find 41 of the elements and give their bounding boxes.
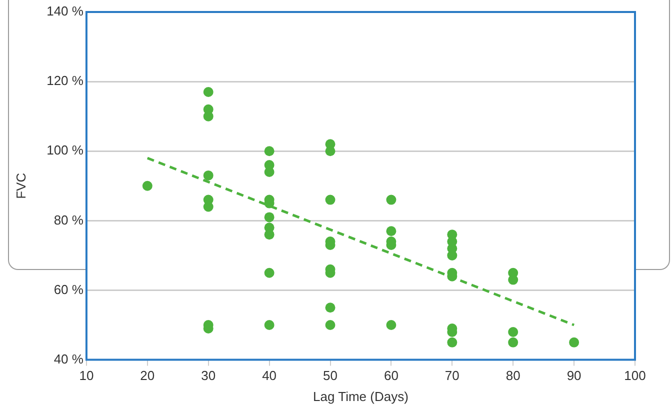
point bbox=[325, 320, 336, 330]
x-tick-label: 80 bbox=[506, 368, 520, 384]
y-tick-label: 100 % bbox=[46, 142, 84, 158]
x-tick-label: 90 bbox=[566, 368, 582, 384]
point bbox=[386, 194, 396, 205]
x-tick-label: 30 bbox=[201, 368, 216, 384]
y-tick-label: 60 % bbox=[54, 282, 84, 297]
x-tick-label: 40 bbox=[262, 368, 277, 384]
point bbox=[264, 146, 274, 156]
y-tick-label: 80 % bbox=[54, 212, 84, 228]
point bbox=[264, 212, 274, 222]
point bbox=[142, 180, 152, 191]
point bbox=[264, 268, 274, 278]
x-tick-label: 10 bbox=[79, 368, 94, 384]
point bbox=[203, 111, 214, 122]
y-tick-label: 40 % bbox=[54, 351, 84, 366]
point bbox=[508, 326, 518, 337]
point bbox=[203, 170, 214, 180]
x-tick-label: 100 bbox=[624, 368, 646, 384]
point bbox=[386, 226, 396, 236]
y-tick-label: 120 % bbox=[46, 73, 84, 88]
point bbox=[203, 202, 214, 212]
point bbox=[264, 230, 274, 240]
x-tick-label: 70 bbox=[444, 368, 460, 384]
point bbox=[264, 320, 274, 330]
y-axis-title: FVC bbox=[13, 172, 28, 199]
x-tick-label: 50 bbox=[323, 368, 338, 384]
point bbox=[508, 274, 518, 285]
x-tick-label: 20 bbox=[140, 368, 155, 384]
point bbox=[325, 302, 336, 313]
point bbox=[447, 337, 458, 348]
point bbox=[203, 86, 214, 97]
x-axis-title: Lag Time (Days) bbox=[313, 388, 408, 404]
point bbox=[508, 337, 518, 348]
point bbox=[386, 320, 396, 330]
point bbox=[447, 250, 458, 260]
point bbox=[569, 337, 580, 348]
y-tick-label: 140 % bbox=[46, 4, 84, 19]
point bbox=[325, 194, 336, 205]
x-tick-label: 60 bbox=[384, 368, 398, 384]
point bbox=[325, 146, 336, 156]
